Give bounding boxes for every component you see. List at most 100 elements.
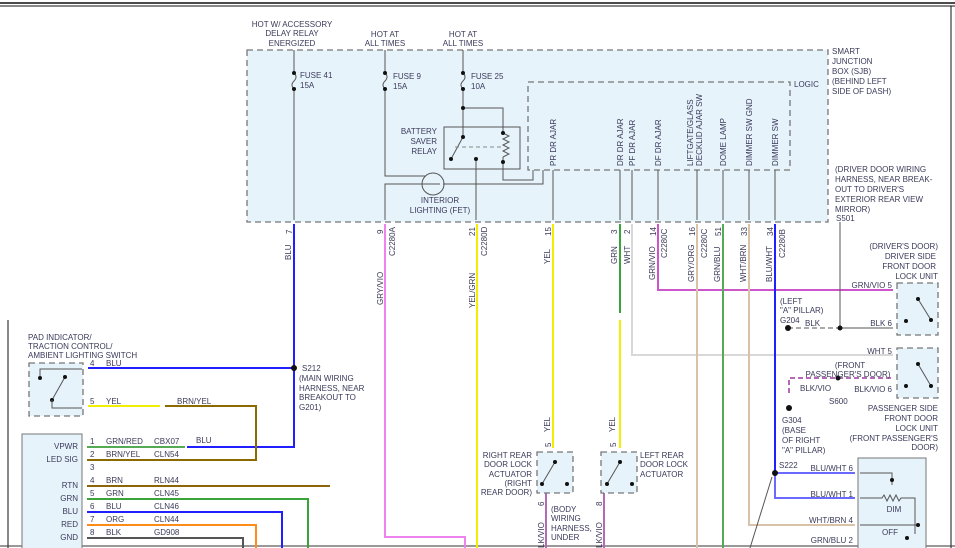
s600-splice: (FRONT PASSENGER'S DOOR) S600 BLK/VIO bbox=[800, 361, 891, 406]
interior-lighting-fet: INTERIOR LIGHTING (FET) bbox=[410, 172, 471, 215]
splice-s222 bbox=[772, 470, 778, 476]
diagram-label: PF DR AJAR bbox=[628, 120, 637, 166]
diagram-line bbox=[293, 50, 544, 220]
diagram-label: DOOR LOCK bbox=[484, 460, 533, 469]
diagram-label: 10A bbox=[471, 82, 486, 91]
diagram-label: JUNCTION bbox=[832, 57, 873, 66]
diagram-line bbox=[905, 536, 909, 540]
diagram-label: DR DR AJAR bbox=[616, 118, 625, 166]
module-wire-color: GRN/RED bbox=[106, 437, 143, 446]
diagram-line bbox=[461, 87, 465, 91]
diagram-label: WHT 5 bbox=[867, 347, 892, 356]
diagram-label: DOOR LOCK bbox=[640, 460, 689, 469]
passenger-door-lock-unit: WHT 5 BLK/VIO 6 PASSENGER SIDE FRONT DOO… bbox=[850, 347, 939, 452]
module-pin-number: 3 bbox=[90, 463, 95, 472]
diagram-label: PASSENGER SIDE bbox=[868, 404, 938, 413]
diagram-label: GRY/ORG bbox=[687, 244, 696, 282]
diagram-label: 2 bbox=[623, 229, 632, 234]
module-pin-number: 6 bbox=[90, 502, 95, 511]
diagram-label: BLK 6 bbox=[870, 319, 892, 328]
diagram-label: 14 bbox=[649, 227, 658, 236]
diagram-label: GRY/VIO bbox=[376, 272, 385, 305]
diagram-label: DOOR) bbox=[911, 443, 938, 452]
diagram-line bbox=[292, 87, 296, 91]
diagram-label: YEL bbox=[608, 416, 617, 432]
diagram-label: C2280C bbox=[700, 228, 709, 258]
diagram-label: AMBIENT LIGHTING SWITCH bbox=[28, 351, 137, 360]
right-rear-actuator: RIGHT REAR DOOR LOCK ACTUATOR (RIGHT REA… bbox=[481, 442, 592, 542]
diagram-label: 7 bbox=[285, 229, 294, 234]
diagram-label: INTERIOR bbox=[421, 196, 459, 205]
diagram-label: 34 bbox=[766, 227, 775, 236]
diagram-line bbox=[929, 318, 933, 322]
diagram-line bbox=[382, 72, 388, 90]
diagram-label: DIMMER SW bbox=[771, 118, 780, 166]
diagram-label: 5 bbox=[609, 442, 618, 447]
module-wire-color: ORG bbox=[106, 515, 124, 524]
diagram-label: LEFT REAR bbox=[640, 451, 684, 460]
diagram-label: GRN bbox=[610, 246, 619, 264]
diagram-label: (BASE bbox=[782, 426, 806, 435]
module-pin-label: LED SIG bbox=[46, 455, 78, 464]
diagram-line: VPWR 1 GRN/RED CBX07 LED SIG 2 BRN/YEL CLN54 3 RT… bbox=[46, 437, 179, 542]
diagram-line bbox=[292, 71, 296, 75]
wire-gryvio bbox=[384, 224, 466, 548]
diagram-label: HARNESS, NEAR BREAK- bbox=[835, 175, 933, 184]
module-circuit: RLN44 bbox=[154, 476, 179, 485]
diagram-line bbox=[384, 90, 425, 177]
diagram-label: BLU/WHT 6 bbox=[810, 464, 853, 473]
diagram-line bbox=[553, 460, 557, 464]
diagram-label: DIM bbox=[887, 505, 902, 514]
diagram-line bbox=[39, 368, 82, 378]
diagram-label: LK/VIO bbox=[537, 522, 546, 548]
diagram-line bbox=[904, 319, 908, 323]
diagram-label: FRONT DOOR bbox=[882, 262, 936, 271]
module-wire-color: BLU bbox=[106, 502, 122, 511]
diagram-line bbox=[917, 298, 932, 321]
diagram-label: UNDER bbox=[551, 533, 580, 542]
splices bbox=[291, 325, 843, 476]
diagram-label: PAD INDICATOR/ bbox=[28, 333, 92, 342]
diagram-line bbox=[916, 362, 920, 366]
diagram-label: ACTUATOR bbox=[489, 470, 532, 479]
module-circuit: GD908 bbox=[154, 528, 180, 537]
diagram-line bbox=[28, 362, 84, 417]
diagram-line bbox=[916, 297, 920, 301]
diagram-label: C2280B bbox=[778, 229, 787, 258]
diagram-label: ACTUATOR bbox=[640, 470, 683, 479]
diagram-label: DF DR AJAR bbox=[654, 119, 663, 166]
diagram-label: RELAY bbox=[411, 147, 437, 156]
diagram-label: (DRIVER DOOR WIRING bbox=[835, 165, 926, 174]
diagram-label: 8 bbox=[595, 501, 604, 506]
diagram-line bbox=[449, 157, 453, 161]
power-label: DELAY RELAY bbox=[265, 29, 319, 38]
diagram-line bbox=[837, 325, 843, 331]
module-pin-label: GRN bbox=[60, 494, 78, 503]
diagram-line bbox=[904, 384, 908, 388]
wire-brnyel bbox=[87, 405, 257, 461]
diagram-label: G304 bbox=[782, 416, 802, 425]
diagram-label: EXTERIOR REAR VIEW bbox=[835, 195, 923, 204]
module-wire-color: BRN bbox=[106, 476, 123, 485]
diagram-label: 4 bbox=[90, 359, 95, 368]
diagram-line bbox=[474, 157, 478, 161]
diagram-label: S212 bbox=[302, 364, 321, 373]
diagram-label: BLK/VIO 6 bbox=[854, 385, 892, 394]
module-pin-number: 2 bbox=[90, 450, 95, 459]
diagram-label: G201) bbox=[299, 403, 322, 412]
diagram-label: C2280C bbox=[660, 228, 669, 258]
module-pin-label: BLU bbox=[62, 507, 78, 516]
smart-junction-box bbox=[246, 49, 829, 223]
diagram-label: RIGHT REAR bbox=[483, 451, 532, 460]
s222-label: S222 bbox=[779, 461, 798, 470]
power-label: HOT AT bbox=[449, 30, 477, 39]
diagram-label: (BEHIND LEFT bbox=[832, 77, 887, 86]
diagram-line bbox=[383, 87, 387, 91]
diagram-line bbox=[291, 72, 297, 90]
diagram-label: FRONT DOOR bbox=[884, 414, 938, 423]
diagram-label: 5 bbox=[544, 442, 553, 447]
diagram-line bbox=[541, 461, 556, 485]
